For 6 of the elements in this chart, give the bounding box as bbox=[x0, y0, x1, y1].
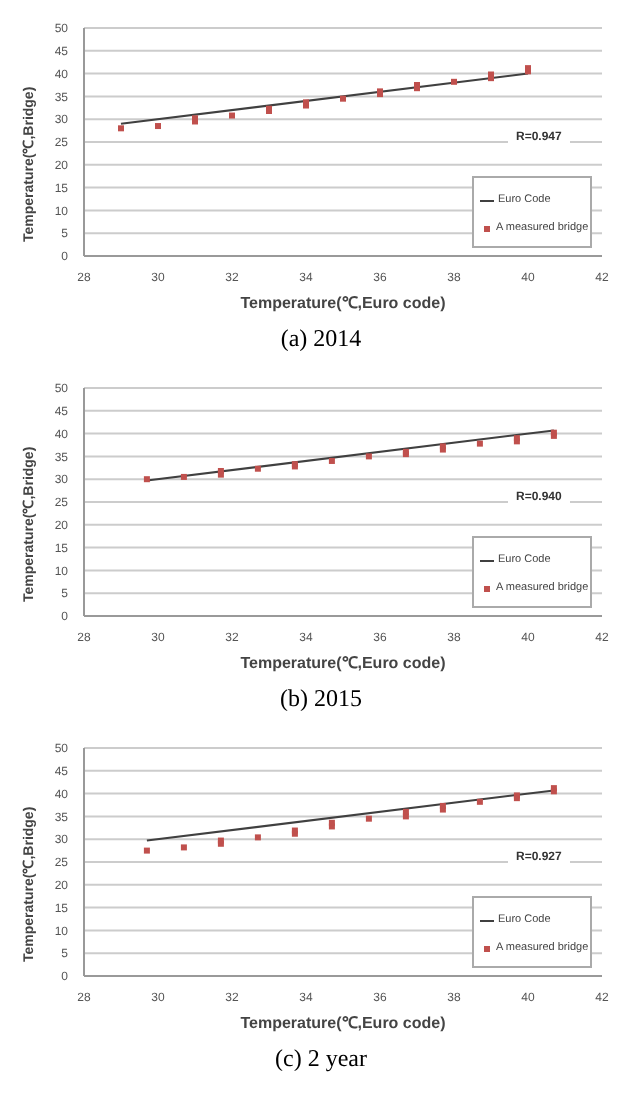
text: (a) 2014 bbox=[278, 324, 364, 356]
text: (c) 2 year bbox=[273, 1044, 369, 1076]
x-axis-title: Temperature(℃,Euro code) bbox=[240, 294, 447, 312]
x-axis-title: Temperature(℃,Euro code) bbox=[240, 1014, 447, 1032]
x-axis-title: Temperature(℃,Euro code) bbox=[240, 654, 447, 672]
text: (b) 2015 bbox=[278, 684, 364, 716]
